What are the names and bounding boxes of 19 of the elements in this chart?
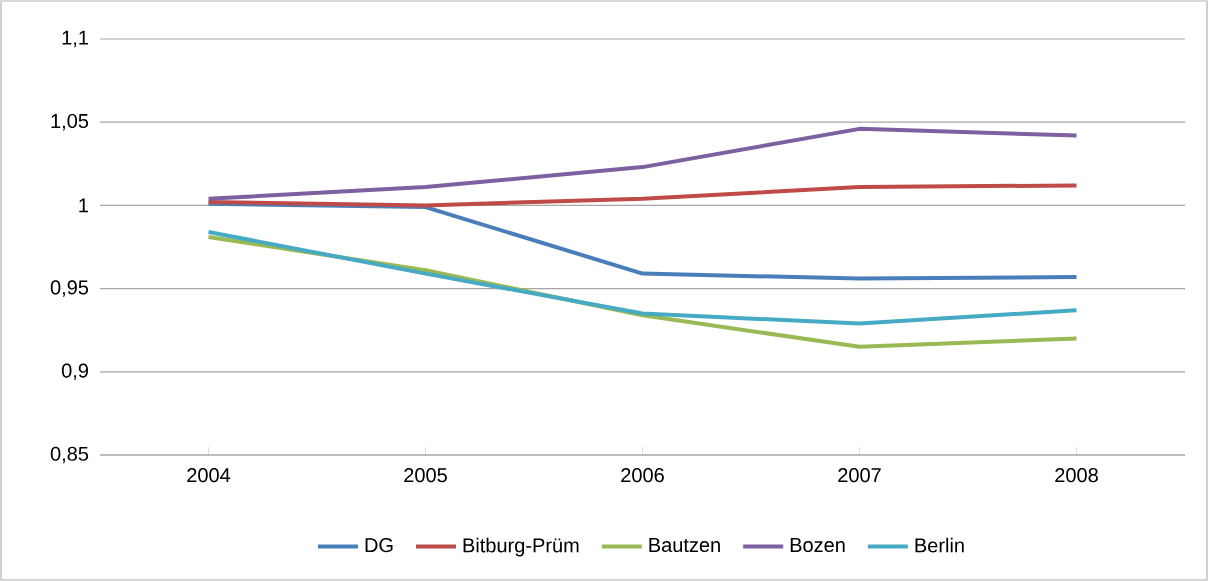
y-tick-label: 1,05 [51, 113, 89, 131]
y-tick-label: 0,95 [50, 280, 89, 297]
x-tick-label: 2007 [838, 468, 881, 483]
x-tick-label: 2004 [187, 468, 231, 483]
legend-label: Bautzen [649, 538, 720, 553]
line-series [206, 230, 1079, 326]
y-tick-label: 0,9 [61, 363, 89, 381]
x-tick-label: 2008 [1055, 468, 1098, 483]
x-tick-label: 2005 [404, 468, 447, 483]
y-tick-label: 1 [79, 198, 88, 213]
legend-label: Bozen [790, 538, 845, 553]
line-series [206, 126, 1079, 201]
legend-label: DG [365, 538, 393, 553]
y-tick-label: 1,1 [62, 30, 88, 48]
line-series [206, 183, 1079, 208]
legend-label: Bitburg-Prüm [463, 537, 579, 557]
x-tick-label: 2006 [621, 468, 664, 483]
y-tick-label: 0,85 [50, 446, 89, 464]
legend-label: Berlin [915, 537, 964, 553]
